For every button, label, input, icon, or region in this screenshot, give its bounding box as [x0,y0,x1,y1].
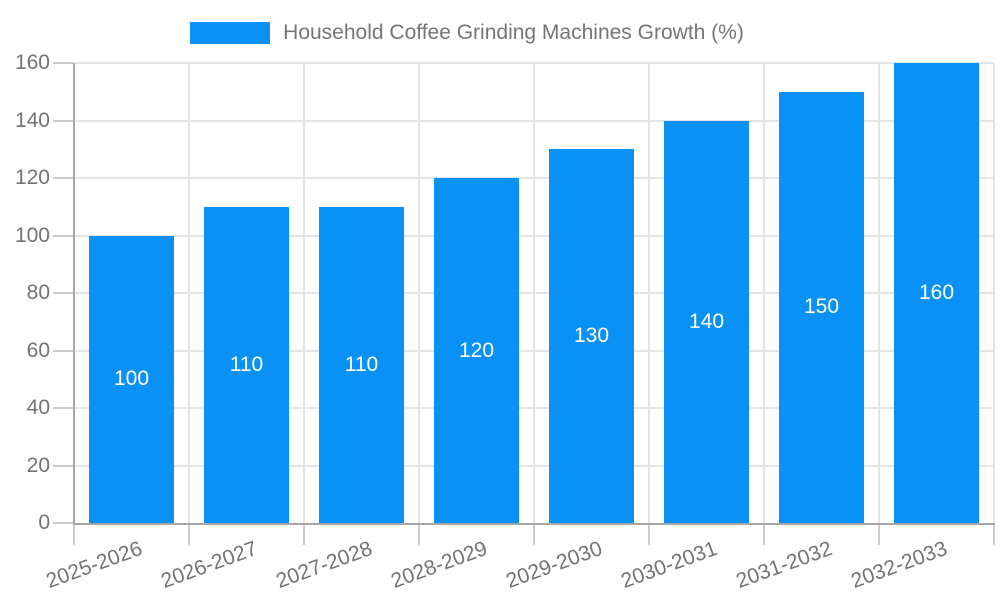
y-tick-mark [53,234,73,237]
bar [434,178,519,523]
bar [89,235,174,523]
x-tick-label: 2026-2027 [158,537,261,593]
bar [664,120,749,523]
x-tick-mark [303,525,305,545]
bar-value-label: 110 [229,352,264,376]
bar [204,206,289,523]
y-axis-line [73,63,75,525]
x-axis-line [73,523,995,525]
bar-value-label: 160 [918,281,955,304]
x-tick-mark [648,525,650,545]
bar-value-label: 120 [458,338,495,362]
bar-value-label: 100 [113,367,150,391]
gridline-vertical [303,63,305,523]
bar-value-label: 130 [573,324,610,348]
chart-legend[interactable]: Household Coffee Grinding Machines Growt… [0,21,967,45]
x-tick-mark [993,525,995,545]
y-tick-label: 80 [26,281,50,304]
gridline-vertical [878,63,880,523]
y-tick-label: 140 [14,108,50,132]
bar-value-label: 110 [344,352,379,376]
y-tick-mark [53,292,73,294]
y-tick-mark [53,349,73,352]
x-tick-label: 2032-2033 [848,537,951,593]
x-tick-mark [418,525,420,545]
x-tick-label: 2028-2029 [388,537,491,593]
y-tick-mark [53,464,73,467]
bar [319,206,404,523]
y-tick-label: 20 [26,453,50,477]
legend-swatch-icon [190,22,271,44]
x-tick-label: 2030-2031 [618,537,721,593]
y-tick-mark [53,522,73,524]
gridline-vertical [763,63,765,523]
x-tick-label: 2029-2030 [503,537,606,593]
x-tick-mark [73,525,75,545]
gridline-vertical [648,63,650,523]
bar-value-label: 140 [688,309,725,333]
y-tick-mark [53,177,73,179]
bar-value-label: 150 [803,295,840,319]
y-tick-mark [53,119,73,122]
gridline-vertical [418,63,420,523]
gridline-vertical [993,63,995,523]
gridline-vertical [533,63,535,523]
gridline-vertical [188,63,190,523]
y-tick-label: 0 [38,511,50,534]
x-tick-mark [188,525,190,545]
x-tick-mark [763,525,765,545]
bar [549,149,634,523]
y-tick-label: 120 [14,166,50,189]
y-tick-label: 160 [14,51,50,74]
bar [894,63,979,523]
x-tick-label: 2031-2032 [733,537,836,593]
y-tick-mark [53,62,73,64]
bar [779,91,864,523]
x-tick-label: 2027-2028 [273,537,376,593]
x-tick-mark [533,525,535,545]
y-tick-mark [53,407,73,409]
y-tick-label: 40 [26,396,50,419]
legend-label: Household Coffee Grinding Machines Growt… [283,21,744,44]
x-tick-label: 2025-2026 [43,537,146,593]
y-tick-label: 60 [26,338,50,362]
x-tick-mark [878,525,880,545]
y-tick-label: 100 [14,223,50,247]
